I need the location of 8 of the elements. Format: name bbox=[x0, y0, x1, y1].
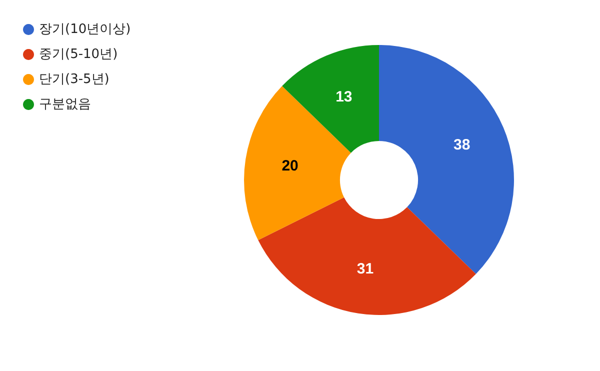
legend-label: 구분없음 bbox=[39, 97, 91, 112]
data-label: 31 bbox=[356, 260, 374, 278]
legend-label: 장기(10년이상) bbox=[39, 22, 131, 37]
legend-label: 단기(3-5년) bbox=[39, 72, 110, 87]
legend-label: 중기(5-10년) bbox=[39, 47, 118, 62]
data-label: 38 bbox=[454, 136, 470, 154]
data-label: 20 bbox=[282, 158, 298, 175]
data-label: 13 bbox=[336, 88, 352, 106]
